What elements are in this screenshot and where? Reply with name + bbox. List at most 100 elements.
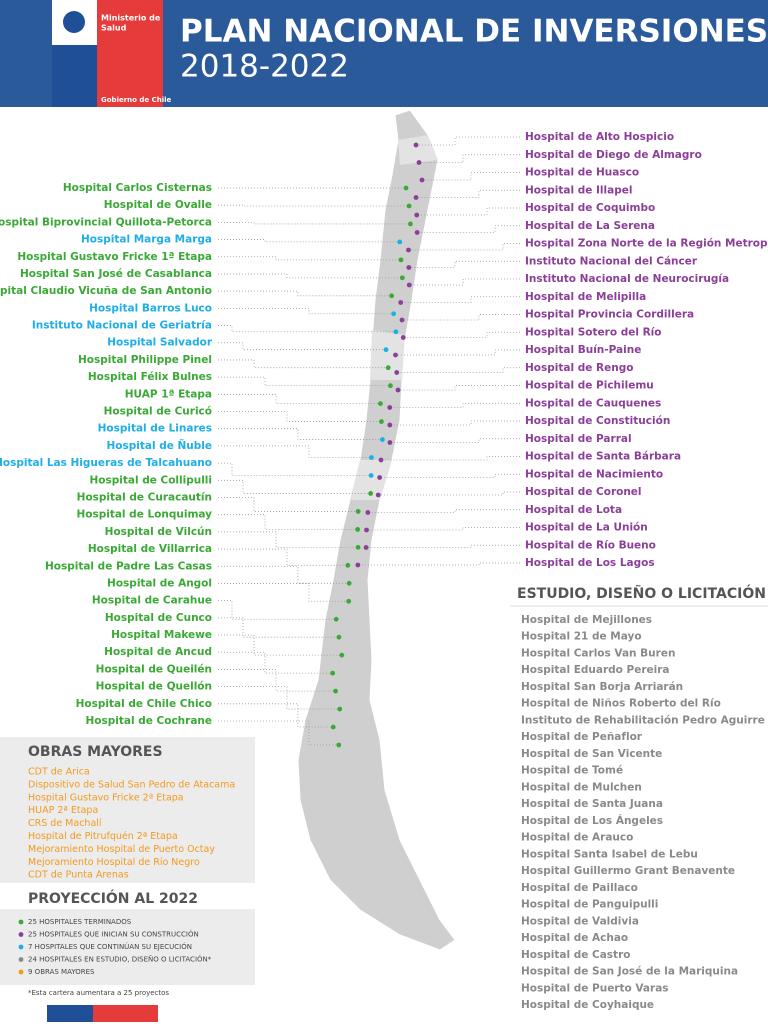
hospital-label: Hospital de La Serena (525, 220, 655, 232)
study-label: Hospital de San José de la Mariquina (521, 966, 738, 978)
leader-line (218, 221, 411, 225)
major-work-label: HUAP 2ª Etapa (28, 805, 98, 816)
leader-line (218, 239, 400, 243)
leader-line (218, 548, 348, 566)
leader-line (395, 349, 520, 356)
hospital-label: Instituto Nacional del Cáncer (525, 255, 698, 267)
study-label: Hospital de San Vicente (521, 748, 662, 760)
hospital-label: Hospital Biprovincial Quillota-Petorca (0, 216, 212, 228)
hospital-label: Hospital de Huasco (525, 167, 639, 179)
ministry: Ministerio de (101, 14, 161, 23)
hospital-label: Hospital de Coronel (525, 486, 642, 498)
leader-line (357, 562, 520, 566)
study-label: Hospital de Puerto Varas (521, 982, 669, 994)
legend-label: 7 HOSPITALES QUE CONTINÚAN SU EJECUCIÓN (28, 942, 192, 951)
leader-line (408, 260, 520, 268)
leader-line (416, 207, 520, 216)
major-work-label: CDT de Punta Arenas (28, 870, 129, 881)
map-dot (387, 440, 393, 445)
projection-box (0, 909, 255, 985)
legend-label: 24 HOSPITALES EN ESTUDIO, DISEÑO O LICIT… (28, 955, 212, 964)
footnote: *Esta cartera aumentara a 25 proyectos (28, 989, 169, 997)
map-chile (297, 109, 456, 951)
hospital-label: Hospital de Linares (98, 423, 212, 435)
hospital-label: Hospital Félix Bulnes (88, 371, 212, 383)
hospital-label: Hospital de Alto Hospicio (525, 131, 674, 143)
map-dot (406, 203, 412, 209)
legend-label: 25 HOSPITALES QUE INICIAN SU CONSTRUCCIÓ… (28, 930, 199, 939)
hospital-label: Hospital Sotero del Río (525, 326, 661, 338)
study-label: Hospital Guillermo Grant Benavente (521, 865, 735, 877)
map-dot (364, 527, 369, 533)
hospital-label: Hospital de Parral (525, 433, 632, 445)
hospital-label: Hospital Makewe (111, 629, 212, 641)
leader-line (218, 514, 358, 530)
hospital-label: Hospital de Santa Bárbara (525, 451, 681, 463)
hospital-label: Hospital Claudio Vicuña de San Antonio (0, 285, 212, 297)
leader-line (218, 307, 394, 315)
leader-line (409, 278, 520, 286)
map-dot (346, 580, 352, 586)
hospital-label: Hospital de Villarrica (88, 543, 212, 555)
hospital-label: Hospital de Queilén (96, 663, 212, 675)
map-dot (355, 509, 361, 514)
study-label: Hospital San Borja Arriarán (521, 681, 683, 693)
leader-line (218, 531, 359, 548)
hospital-label: Hospital de Cunco (105, 612, 212, 624)
hospital-label: HUAP 1ª Etapa (125, 388, 212, 400)
map-dot (400, 335, 406, 340)
leader-line (422, 172, 520, 181)
map-dot (393, 352, 398, 358)
map-dot (379, 419, 384, 424)
hospital-label: Hospital Las Higueras de Talcahuano (0, 457, 212, 469)
hospital-label: Hospital de Vilcún (105, 526, 212, 538)
map-dot (355, 526, 361, 532)
leader-line (366, 544, 520, 548)
map-dot (377, 401, 383, 407)
hospital-label: Hospital Philippe Pinel (78, 354, 212, 366)
major-work-label: CRS de Machalí (28, 818, 102, 829)
map-dot (398, 257, 404, 263)
map-dot (394, 370, 400, 375)
leader-line (218, 497, 359, 512)
legend-label: 25 HOSPITALES TERMINADOS (28, 918, 132, 926)
major-work-label: CDT de Arica (28, 767, 90, 778)
study-label: Hospital de Arauco (521, 832, 633, 844)
map-dot (336, 742, 342, 748)
map-dot (395, 387, 401, 393)
major-work-label: Hospital Gustavo Fricke 2ª Etapa (28, 792, 184, 803)
hospital-label: Hospital de Angol (107, 577, 212, 589)
legend-dot (18, 957, 24, 962)
study-label: Hospital de Santa Juana (521, 798, 663, 810)
study-label: Hospital de Panguipulli (521, 899, 658, 911)
ministry: Salud (101, 24, 127, 33)
leader-line (366, 527, 520, 531)
logo-emblem (63, 11, 85, 33)
leader-line (402, 314, 520, 321)
map-dot (398, 300, 404, 305)
major-work-label: Mejoramiento Hospital de Puerto Octay (28, 844, 215, 855)
map-dot (377, 475, 383, 480)
hospital-label: Hospital de Pichilemu (525, 380, 654, 392)
leader-line (218, 703, 334, 728)
leader-line (218, 325, 396, 333)
map-dot (406, 282, 412, 288)
study-label: Hospital de Coyhaique (521, 999, 654, 1011)
map-dot (355, 544, 361, 550)
hospital-label: Hospital de Lonquimay (76, 509, 212, 521)
map-dot (365, 510, 371, 515)
study-label: Hospital de Achao (521, 932, 628, 944)
leader-line (218, 376, 391, 387)
hospital-label: Hospital de Cauquenes (525, 397, 661, 409)
study-label: Hospital de Los Ángeles (521, 814, 663, 827)
map-dot (414, 212, 420, 218)
leader-line (389, 438, 520, 443)
hospital-label: Hospital de La Unión (525, 522, 648, 534)
map-dot (339, 652, 345, 658)
map-dot (378, 457, 384, 463)
major-work-label: Mejoramiento Hospital de Río Negro (28, 857, 200, 868)
leader-line (218, 479, 371, 494)
map-dot (387, 422, 393, 428)
hospital-label: Hospital Provincia Cordillera (525, 309, 694, 321)
map-dot (413, 195, 419, 200)
